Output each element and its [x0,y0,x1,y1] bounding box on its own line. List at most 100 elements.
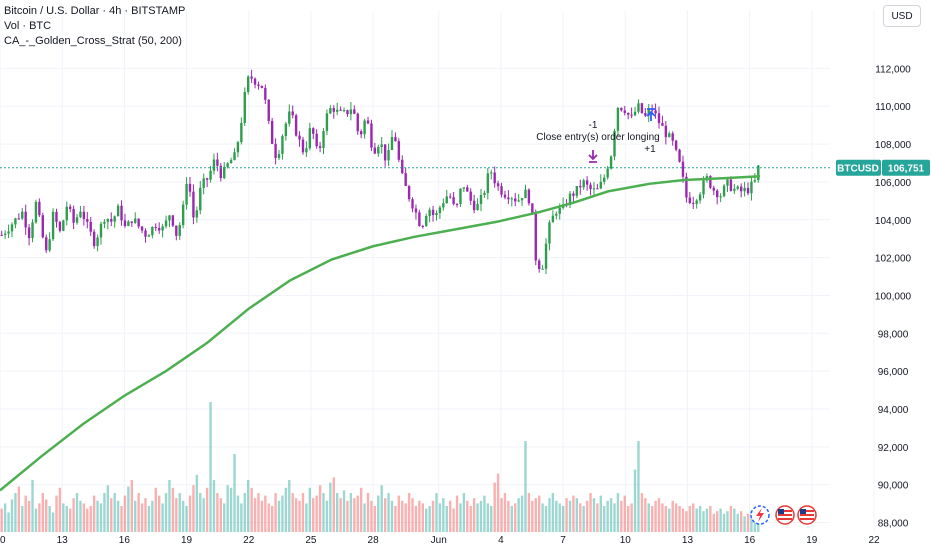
candle [490,169,493,180]
candle [579,179,582,195]
x-tick-label: 10 [620,535,632,546]
candle [435,210,438,221]
volume-bar [199,493,202,532]
us-flag-icon[interactable] [775,505,795,525]
candle [188,177,192,197]
volume-bar [253,498,257,532]
volume-bar [281,495,284,532]
volume-bar [229,487,233,532]
candle [685,172,688,203]
volume-bar [325,500,329,532]
volume-bar [144,498,147,532]
volume-bar [291,493,294,532]
volume-bar [534,498,537,532]
volume-bar [445,506,448,532]
candle [223,161,226,180]
volume-bar [294,498,298,532]
candle [72,205,75,230]
volume-bar [561,506,565,532]
volume-bar [288,480,291,532]
volume-bar [14,493,17,532]
candle [62,219,65,232]
price-tag-value: 106,751 [888,164,925,175]
candle [216,152,219,172]
volume-bar [650,506,654,532]
candle [739,183,743,198]
volume-bar [123,495,127,532]
symbol-title[interactable]: Bitcoin / U.S. Dollar · 4h · BITSTAMP [4,5,186,17]
volume-bar [517,498,520,532]
candle [531,203,534,215]
candle [394,132,397,142]
volume-bar [524,441,527,532]
candle [250,69,253,83]
candle [332,105,335,119]
candle [82,205,86,226]
price-axis[interactable]: 88,000 90,000 92,000 94,000 96,000 98,000 100,… [875,64,912,529]
candle [236,140,240,158]
candle [719,193,722,203]
y-tick-label: 102,000 [875,254,912,265]
volume-bar [603,506,606,532]
strategy-indicator-label[interactable]: CA_-_Golden_Cross_Strat (50, 200) [4,35,182,47]
candle [609,155,613,170]
lightning-icon[interactable] [750,505,770,525]
candle [48,232,51,253]
volume-bar [507,500,510,532]
y-tick-label: 92,000 [878,443,909,454]
candle [548,220,551,251]
candle [592,181,596,195]
candle [500,182,503,198]
volume-bar [661,503,664,532]
currency-button[interactable]: USD [883,5,921,27]
volume-bar [531,500,534,532]
y-tick-label: 94,000 [878,405,909,416]
x-tick-label: 4 [498,535,504,546]
volume-bar [448,500,452,532]
candle [270,117,274,145]
candle [397,138,401,163]
volume-bar [356,495,359,532]
volume-indicator-label[interactable]: Vol · BTC [4,20,52,32]
candle [736,185,739,191]
volume-bar [96,500,99,532]
volume-bar [496,473,500,532]
event-icons[interactable] [750,505,817,525]
strategy-exit-marker[interactable]: -1 Close entry(s) order longing [536,120,660,163]
candle [154,223,157,232]
volume-bar [10,499,14,532]
candle [41,212,44,239]
candle [247,75,250,95]
volume-bar [92,495,96,532]
volume-bar [722,513,726,532]
candle [134,212,137,224]
volume-bar [736,513,739,532]
volume-bar [476,503,479,532]
candle [425,213,428,227]
volume-bar [68,508,72,532]
volume-bar [127,486,130,532]
y-tick-label: 88,000 [878,519,909,530]
volume-bar [633,469,637,532]
candle [712,185,715,196]
volume-bar [455,495,459,532]
candle [572,191,575,203]
time-axis[interactable]: 10 13 16 19 22 25 28 Jun 4 7 10 13 16 19 22 [0,535,880,546]
candle [267,99,270,124]
candle [315,129,318,149]
candle [130,221,133,227]
candle [34,199,38,224]
volume-bar [596,503,599,532]
us-flag-icon[interactable] [797,505,817,525]
strategy-entry-marker[interactable]: +1 [644,108,656,155]
volume-bar [500,498,503,532]
candle [144,228,147,243]
candle [175,225,178,241]
candle [733,183,736,195]
candle [640,102,644,114]
volume-bar [674,503,678,532]
candle [599,174,603,190]
volume-bar [582,506,585,532]
